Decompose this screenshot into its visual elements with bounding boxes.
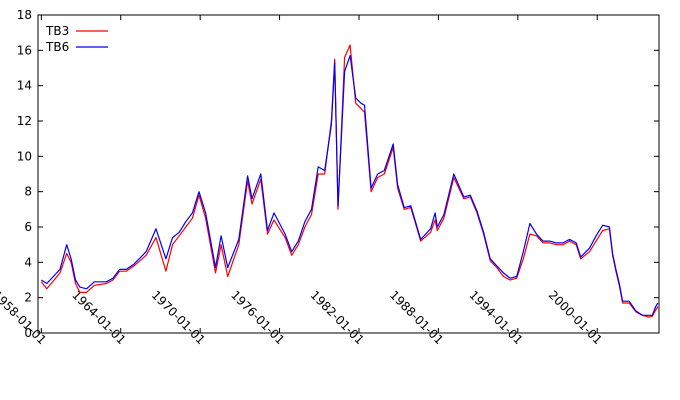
x-tick-label: 1988-01-01 bbox=[387, 288, 446, 347]
x-tick-label: 1970-01-01 bbox=[149, 288, 208, 347]
x-tick-label: 1976-01-01 bbox=[228, 288, 287, 347]
y-tick-label: 16 bbox=[17, 43, 32, 57]
legend-label-tb3: TB3 bbox=[45, 24, 69, 38]
legend-label-tb6: TB6 bbox=[45, 40, 69, 54]
y-tick-label: 2 bbox=[24, 291, 32, 305]
x-tick-label: 1982-01-01 bbox=[308, 288, 367, 347]
series-line-tb6 bbox=[40, 54, 659, 316]
y-tick-label: 18 bbox=[17, 8, 32, 22]
series-line-tb3 bbox=[40, 44, 659, 318]
y-tick-label: 10 bbox=[17, 149, 32, 163]
y-tick-label: 12 bbox=[17, 114, 32, 128]
y-tick-label: 8 bbox=[24, 185, 32, 199]
x-tick-label: 1964-01-01 bbox=[69, 288, 128, 347]
y-tick-label: 0 bbox=[24, 326, 32, 340]
y-axis: 0 2 4 6 8 10 12 14 16 18 bbox=[17, 8, 659, 340]
x-axis: 1958-01-01 1964-01-01 1970-01-01 1976-01-01… bbox=[0, 15, 605, 347]
x-tick-label: 1994-01-01 bbox=[466, 288, 525, 347]
y-tick-label: 4 bbox=[24, 255, 32, 269]
y-tick-label: 14 bbox=[17, 79, 32, 93]
series-layer bbox=[40, 44, 659, 318]
y-tick-label: 6 bbox=[24, 220, 32, 234]
plot-frame bbox=[37, 14, 660, 334]
x-tick-label: 2000-01-01 bbox=[546, 288, 605, 347]
